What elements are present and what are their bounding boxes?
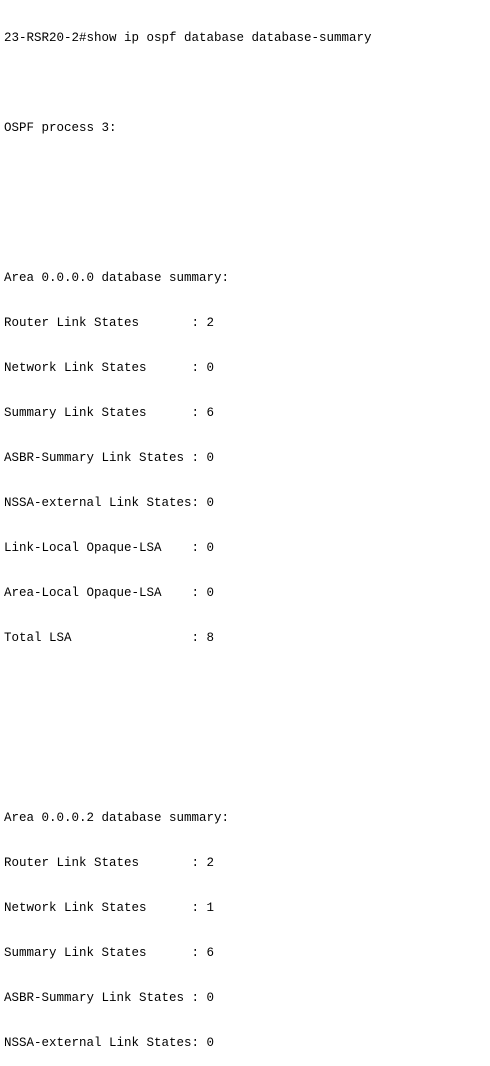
process-header: OSPF process 3: [4, 121, 117, 135]
blank-line [4, 166, 490, 181]
summary-row: NSSA-external Link States: 0 [4, 496, 215, 510]
blank-line [4, 706, 490, 721]
command-line: 23-RSR20-2#show ip ospf database databas… [4, 31, 372, 45]
section-title: Area 0.0.0.2 database summary: [4, 811, 230, 825]
summary-row: Summary Link States : 6 [4, 946, 215, 960]
section-title: Area 0.0.0.0 database summary: [4, 271, 230, 285]
summary-row: ASBR-Summary Link States : 0 [4, 991, 215, 1005]
blank-line [4, 76, 490, 91]
summary-row: Network Link States : 1 [4, 901, 215, 915]
summary-row: Area-Local Opaque-LSA : 0 [4, 586, 215, 600]
summary-row: NSSA-external Link States: 0 [4, 1036, 215, 1050]
area-2-summary: Area 0.0.0.2 database summary: Router Li… [4, 781, 490, 1066]
summary-row: Router Link States : 2 [4, 316, 215, 330]
summary-row: Network Link States : 0 [4, 361, 215, 375]
summary-row: Summary Link States : 6 [4, 406, 215, 420]
summary-row: Total LSA : 8 [4, 631, 215, 645]
area-0-summary: Area 0.0.0.0 database summary: Router Li… [4, 241, 490, 676]
summary-row: Router Link States : 2 [4, 856, 215, 870]
summary-row: ASBR-Summary Link States : 0 [4, 451, 215, 465]
summary-row: Link-Local Opaque-LSA : 0 [4, 541, 215, 555]
